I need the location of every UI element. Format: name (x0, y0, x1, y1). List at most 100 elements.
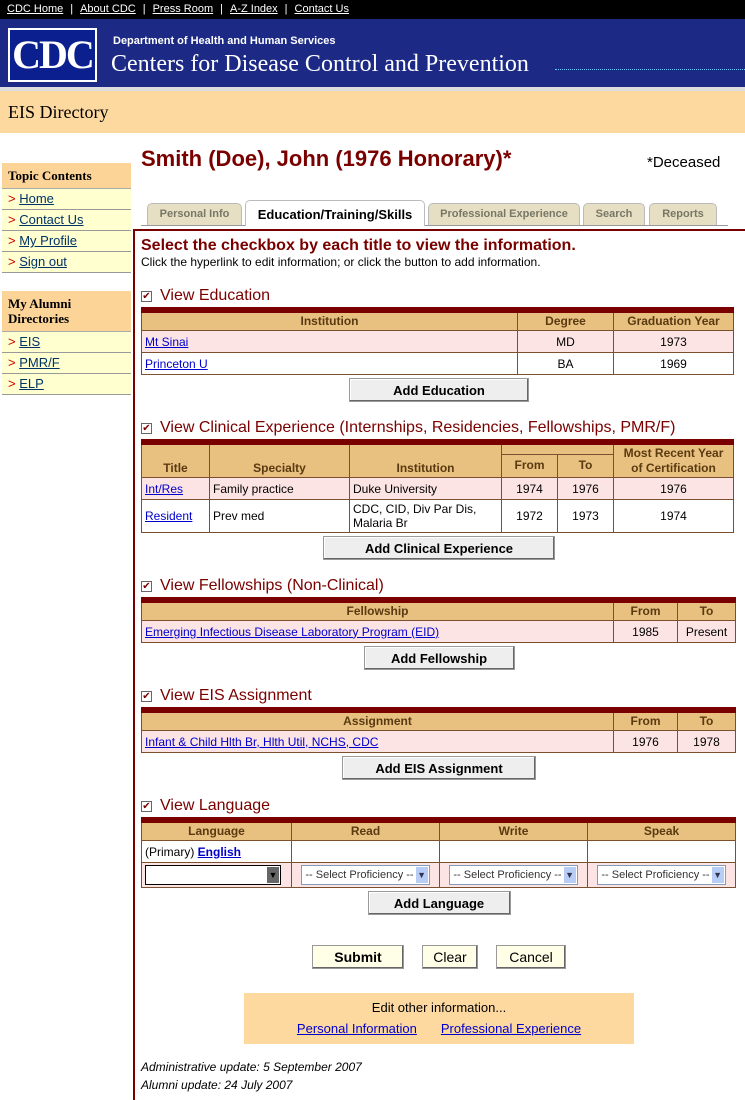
sidebar-item-pmrf[interactable]: > PMR/F (2, 353, 131, 374)
fellowships-table: Fellowship From To Emerging Infectious Dis… (141, 597, 736, 643)
contact-us-link[interactable]: Contact Us (19, 212, 84, 227)
column-header: Institution (141, 309, 518, 331)
education-title: View Education (160, 287, 270, 304)
education-checkbox[interactable]: ✔ (141, 291, 152, 302)
eis-table: Assignment From To Infant & Child Hlth Br,… (141, 707, 736, 753)
sign-out-link[interactable]: Sign out (19, 254, 67, 269)
eis-title: View EIS Assignment (160, 687, 312, 704)
cancel-button[interactable]: Cancel (496, 945, 566, 969)
add-language-button[interactable]: Add Language (367, 891, 511, 915)
certification-year: 1974 (613, 499, 734, 533)
nav-about-cdc[interactable]: About CDC (80, 3, 136, 15)
title-link[interactable]: Int/Res (145, 481, 184, 496)
eis-checkbox[interactable]: ✔ (141, 691, 152, 702)
speak-proficiency-select[interactable]: -- Select Proficiency -- ▼ (597, 865, 726, 885)
language-select[interactable]: ▼ (145, 865, 281, 885)
elp-link[interactable]: ELP (19, 376, 44, 391)
table-row: (Primary) English (141, 840, 736, 863)
title-link[interactable]: Resident (145, 509, 193, 523)
table-row: Princeton U BA 1969 (141, 352, 734, 375)
column-header: Language (141, 819, 292, 841)
clinical-title: View Clinical Experience (Internships, R… (160, 419, 676, 436)
nav-cdc-home[interactable]: CDC Home (7, 3, 64, 15)
add-clinical-experience-button[interactable]: Add Clinical Experience (323, 536, 555, 560)
clinical-table: Title Specialty Institution Most Recent Yea… (141, 439, 734, 533)
tab-search[interactable]: Search (583, 203, 645, 225)
education-table: Institution Degree Graduation Year Mt Sina… (141, 307, 734, 375)
table-row: Mt Sinai MD 1973 (141, 330, 734, 353)
sidebar: Topic Contents > Home > Contact Us > My … (2, 163, 131, 395)
add-fellowship-button[interactable]: Add Fellowship (363, 646, 515, 670)
personal-information-link[interactable]: Personal Information (296, 1021, 417, 1036)
fellowships-title: View Fellowships (Non-Clinical) (160, 577, 384, 594)
table-row: Int/Res Family practice Duke University 197… (141, 477, 734, 500)
tab-bar: Personal Info Education/Training/Skills … (141, 198, 728, 226)
institution-link[interactable]: Princeton U (145, 356, 208, 371)
add-eis-assignment-button[interactable]: Add EIS Assignment (342, 756, 536, 780)
institution: CDC, CID, Div Par Dis, Malaria Br (349, 499, 502, 533)
certification-year: 1976 (613, 477, 734, 500)
column-header: Graduation Year (613, 309, 734, 331)
column-header: From (613, 599, 678, 621)
alumni-directories-heading: My Alumni Directories (2, 291, 131, 332)
sidebar-item-elp[interactable]: > ELP (2, 374, 131, 395)
column-header: To (677, 599, 736, 621)
tab-reports[interactable]: Reports (649, 203, 717, 225)
column-header: Most Recent Year of Certification (613, 441, 734, 478)
column-header: To (557, 453, 614, 478)
fellowships-checkbox[interactable]: ✔ (141, 581, 152, 592)
degree: BA (517, 352, 614, 375)
language-title: View Language (160, 797, 271, 814)
clear-button[interactable]: Clear (422, 945, 478, 969)
assignment-link[interactable]: Infant & Child Hlth Br, Hlth Util, NCHS,… (145, 734, 379, 749)
tab-personal-info[interactable]: Personal Info (147, 203, 242, 225)
institution: Duke University (349, 477, 502, 500)
institution-link[interactable]: Mt Sinai (145, 334, 189, 349)
column-header: Title (141, 441, 210, 478)
professional-experience-link[interactable]: Professional Experience (440, 1021, 582, 1036)
nav-contact-us[interactable]: Contact Us (294, 3, 349, 15)
column-header: From (613, 709, 678, 731)
submit-button[interactable]: Submit (312, 945, 404, 969)
to-year: Present (677, 620, 736, 643)
nav-press-room[interactable]: Press Room (152, 3, 214, 15)
sidebar-item-home[interactable]: > Home (2, 189, 131, 210)
column-header: Fellowship (141, 599, 614, 621)
table-row: ▼ -- Select Proficiency -- ▼ -- Select Pr… (141, 862, 736, 888)
edit-other-label: Edit other information... (371, 1000, 507, 1015)
primary-language-link[interactable]: English (197, 844, 242, 859)
sidebar-item-contact-us[interactable]: > Contact Us (2, 210, 131, 231)
sidebar-item-eis[interactable]: > EIS (2, 332, 131, 353)
clinical-checkbox[interactable]: ✔ (141, 423, 152, 434)
add-education-button[interactable]: Add Education (349, 378, 529, 402)
sidebar-item-sign-out[interactable]: > Sign out (2, 252, 131, 273)
specialty: Prev med (209, 499, 350, 533)
read-proficiency-select[interactable]: -- Select Proficiency -- ▼ (301, 865, 430, 885)
tab-professional-experience[interactable]: Professional Experience (428, 203, 580, 225)
my-profile-link[interactable]: My Profile (19, 233, 78, 248)
eis-link[interactable]: EIS (19, 334, 41, 349)
column-header: Institution (349, 441, 502, 478)
pmrf-link[interactable]: PMR/F (19, 355, 60, 370)
instructions-heading: Select the checkbox by each title to vie… (141, 237, 576, 254)
language-table: Language Read Write Speak (Primary) English… (141, 817, 736, 888)
from-year: 1972 (501, 499, 558, 533)
to-year: 1976 (557, 477, 614, 500)
cdc-logo[interactable]: CDC (8, 28, 97, 82)
column-header: To (677, 709, 736, 731)
sidebar-item-my-profile[interactable]: > My Profile (2, 231, 131, 252)
write-proficiency-select[interactable]: -- Select Proficiency -- ▼ (449, 865, 578, 885)
nav-a-z-index[interactable]: A-Z Index (229, 3, 278, 15)
home-link[interactable]: Home (19, 191, 54, 206)
column-header: Speak (587, 819, 736, 841)
fellowship-link[interactable]: Emerging Infectious Disease Laboratory P… (145, 624, 440, 639)
edit-other-box: Edit other information... Personal Infor… (244, 993, 634, 1044)
table-row: Infant & Child Hlth Br, Hlth Util, NCHS,… (141, 730, 736, 753)
language-checkbox[interactable]: ✔ (141, 801, 152, 812)
directory-title: EIS Directory (0, 91, 745, 133)
alumni-update: Alumni update: 24 July 2007 (141, 1078, 293, 1092)
deceased-note: *Deceased (647, 154, 721, 171)
tab-education[interactable]: Education/Training/Skills (245, 200, 425, 226)
agency-name: Centers for Disease Control and Preventi… (111, 51, 529, 77)
column-header: Read (291, 819, 440, 841)
